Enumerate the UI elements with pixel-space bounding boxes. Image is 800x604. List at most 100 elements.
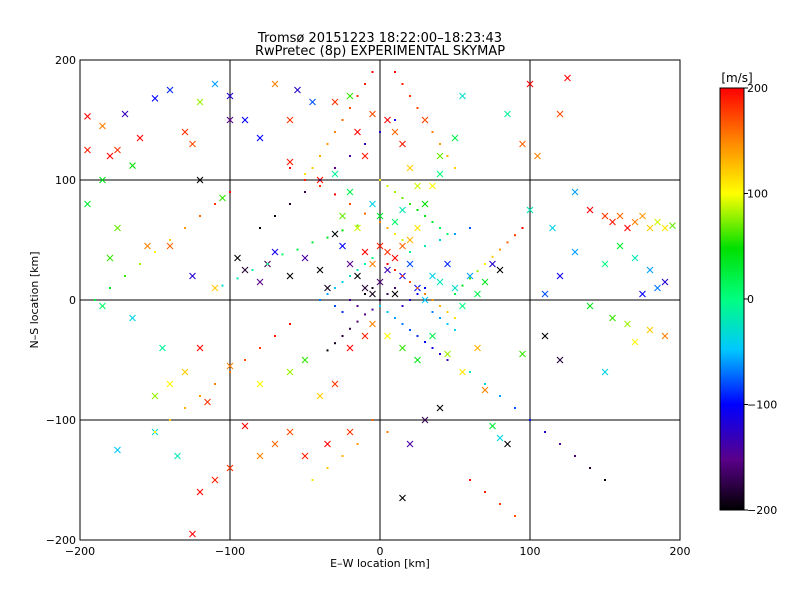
data-point-dot — [304, 173, 306, 175]
data-point-dot — [484, 263, 486, 265]
data-point-cross — [181, 368, 189, 376]
data-point-dot — [499, 395, 501, 397]
data-point-dot — [259, 227, 261, 229]
data-point-cross — [226, 92, 234, 100]
data-point-cross — [391, 128, 399, 136]
data-point-dot — [356, 224, 359, 227]
data-point-dot — [431, 221, 434, 223]
data-point-dot — [416, 209, 419, 211]
colorbar-ticks: 200 100 0 −100 −200 — [744, 82, 777, 517]
data-point-cross — [271, 440, 279, 448]
data-point-dot — [349, 107, 351, 109]
data-point-cross — [391, 218, 399, 226]
data-point-cross — [436, 404, 444, 412]
data-point-cross — [444, 260, 451, 268]
data-point-cross — [301, 452, 309, 460]
data-point-dot — [341, 311, 344, 313]
data-point-cross — [369, 320, 376, 328]
data-point-cross — [384, 266, 391, 274]
data-point-cross — [354, 224, 361, 232]
data-point-dot — [416, 335, 419, 337]
data-point-dot — [476, 270, 479, 273]
data-point-dot — [431, 131, 434, 133]
data-point-cross — [286, 272, 294, 280]
data-point-dot — [559, 443, 561, 445]
data-point-cross — [189, 530, 196, 538]
data-point-dot — [281, 253, 284, 256]
data-point-cross — [421, 200, 429, 208]
data-point-dot — [454, 317, 456, 319]
data-point-cross — [271, 80, 279, 88]
data-point-dot — [469, 277, 471, 280]
data-point-dot — [356, 269, 359, 271]
data-point-dot — [401, 83, 404, 85]
data-point-dot — [326, 349, 329, 352]
x-tick-label: −200 — [65, 545, 95, 558]
data-point-cross — [414, 224, 421, 232]
data-point-dot — [409, 299, 411, 301]
data-point-cross — [406, 236, 414, 244]
data-point-cross — [421, 296, 429, 304]
data-point-cross — [489, 422, 496, 430]
data-point-dot — [371, 287, 374, 289]
data-point-dot — [574, 455, 576, 457]
data-point-dot — [394, 317, 396, 319]
data-point-dot — [349, 203, 351, 205]
data-point-dot — [154, 431, 156, 433]
y-tick-label: −200 — [46, 534, 76, 547]
data-point-cross — [436, 170, 444, 178]
data-point-cross — [376, 278, 384, 286]
data-point-dot — [341, 455, 344, 457]
data-point-dot — [334, 287, 336, 289]
data-point-cross — [114, 446, 121, 454]
data-point-cross — [181, 128, 189, 136]
data-point-dot — [409, 281, 411, 283]
data-point-cross — [369, 260, 376, 268]
colorbar-tick-label: 100 — [747, 188, 768, 201]
data-point-dot — [244, 359, 246, 361]
data-point-dot — [109, 287, 111, 289]
data-point-cross — [391, 290, 399, 298]
colorbar-tick-label: −100 — [747, 399, 777, 412]
data-point-dot — [521, 227, 524, 229]
data-point-cross — [354, 272, 361, 280]
data-point-cross — [444, 350, 451, 358]
data-point-cross — [459, 92, 466, 100]
data-point-cross — [466, 272, 474, 280]
data-point-dot — [356, 443, 359, 445]
data-point-dot — [394, 269, 396, 271]
data-point-dot — [274, 335, 276, 337]
data-point-cross — [609, 314, 616, 322]
data-point-cross — [286, 368, 294, 376]
data-point-dot — [416, 287, 419, 289]
data-point-dot — [499, 503, 501, 505]
chart-title: Tromsø 20151223 18:22:00–18:23:43 — [257, 31, 502, 46]
data-point-cross — [609, 218, 616, 226]
data-point-cross — [601, 368, 609, 376]
data-point-cross — [384, 116, 391, 124]
data-point-cross — [556, 272, 564, 280]
data-point-cross — [474, 290, 481, 298]
data-point-cross — [534, 152, 541, 160]
data-point-dot — [304, 191, 306, 193]
data-point-dot — [514, 234, 516, 237]
data-point-cross — [369, 110, 376, 118]
data-point-dot — [491, 255, 494, 258]
data-point-dot — [184, 227, 186, 229]
colorbar-tick-label: −200 — [747, 504, 777, 517]
data-point-dot — [94, 299, 96, 301]
x-axis-label: E–W location [km] — [330, 557, 430, 570]
y-axis-label: N–S location [km] — [28, 251, 41, 348]
data-point-dot — [431, 347, 434, 349]
data-point-dot — [386, 185, 389, 187]
data-point-dot — [461, 284, 464, 287]
data-point-cross — [616, 242, 624, 250]
data-point-cross — [346, 260, 354, 268]
data-point-cross — [121, 110, 129, 118]
data-point-dot — [349, 299, 351, 301]
data-point-dot — [401, 323, 404, 325]
data-point-dot — [439, 143, 441, 145]
data-point-dot — [446, 359, 449, 361]
data-point-dot — [469, 479, 471, 481]
data-point-cross — [601, 212, 609, 220]
